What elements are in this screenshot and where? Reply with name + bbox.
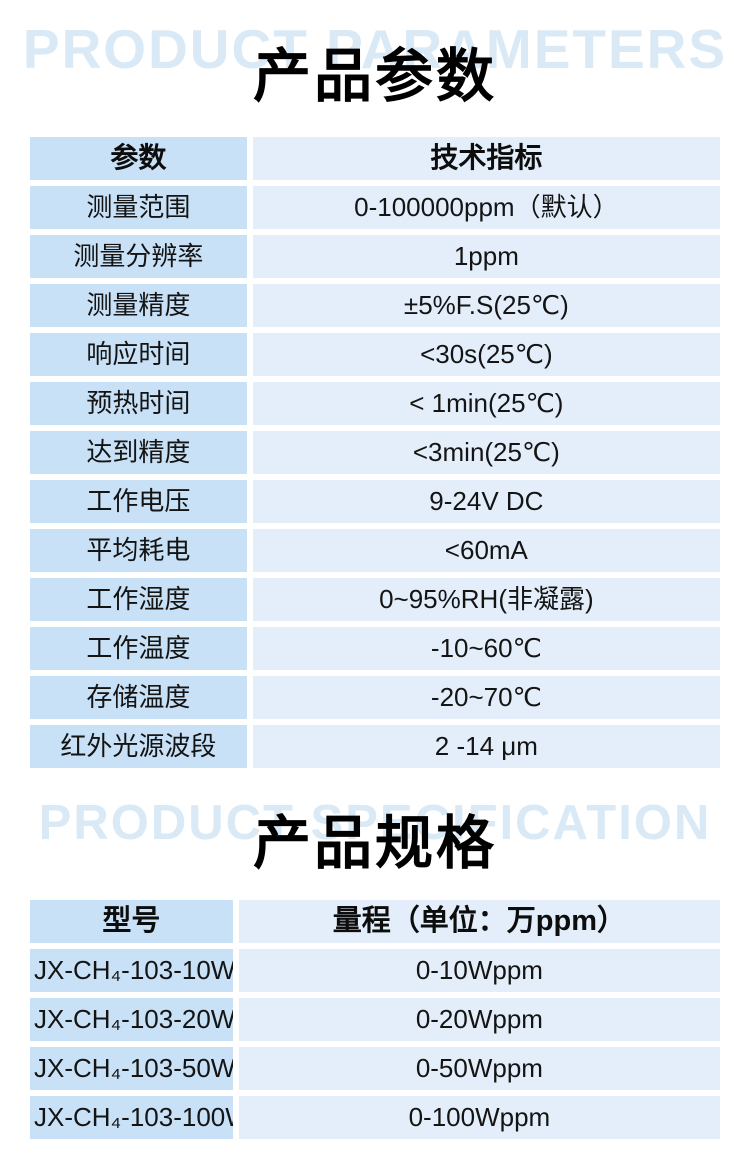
param-value-cell: < 1min(25℃) (249, 379, 723, 428)
section-title-parameters: 产品参数 (252, 44, 497, 106)
table-row: 达到精度 <3min(25℃) (27, 428, 723, 477)
table-row: JX-CH₄-103-20W 0-20Wppm (27, 995, 723, 1044)
table-row: JX-CH₄-103-50W 0-50Wppm (27, 1044, 723, 1093)
model-cell: JX-CH₄-103-50W (27, 1044, 236, 1093)
param-value-cell: <60mA (249, 526, 723, 575)
param-value-cell: 2 -14 μm (249, 722, 723, 771)
section-header-specification: PRODUCT SPECIFICATION 产品规格 (0, 771, 750, 873)
param-value-cell: 1ppm (249, 232, 723, 281)
param-name-cell: 达到精度 (27, 428, 250, 477)
param-value-cell: 0~95%RH(非凝露) (249, 575, 723, 624)
table-row: JX-CH₄-103-10W 0-10Wppm (27, 946, 723, 995)
param-name-cell: 工作温度 (27, 624, 250, 673)
model-cell: JX-CH₄-103-100W (27, 1093, 236, 1142)
model-cell: JX-CH₄-103-10W (27, 946, 236, 995)
column-header-parameter: 参数 (27, 134, 250, 183)
param-value-cell: <30s(25℃) (249, 330, 723, 379)
table-row: JX-CH₄-103-100W 0-100Wppm (27, 1093, 723, 1142)
param-name-cell: 预热时间 (27, 379, 250, 428)
param-value-cell: ±5%F.S(25℃) (249, 281, 723, 330)
range-cell: 0-50Wppm (235, 1044, 723, 1093)
table-row: 平均耗电 <60mA (27, 526, 723, 575)
table-row: 预热时间 < 1min(25℃) (27, 379, 723, 428)
param-name-cell: 红外光源波段 (27, 722, 250, 771)
column-header-model: 型号 (27, 897, 236, 946)
table-header-row: 型号 量程（单位：万ppm） (27, 897, 723, 946)
param-name-cell: 存储温度 (27, 673, 250, 722)
param-value-cell: -10~60℃ (249, 624, 723, 673)
section-title-specification: 产品规格 (252, 811, 497, 873)
param-value-cell: <3min(25℃) (249, 428, 723, 477)
range-cell: 0-20Wppm (235, 995, 723, 1044)
section-header-parameters: PRODUCT PARAMETERS 产品参数 (0, 0, 750, 106)
table-row: 工作电压 9-24V DC (27, 477, 723, 526)
table-row: 工作温度 -10~60℃ (27, 624, 723, 673)
range-cell: 0-100Wppm (235, 1093, 723, 1142)
column-header-range: 量程（单位：万ppm） (235, 897, 723, 946)
table-row: 红外光源波段 2 -14 μm (27, 722, 723, 771)
table-row: 响应时间 <30s(25℃) (27, 330, 723, 379)
table-row: 工作湿度 0~95%RH(非凝露) (27, 575, 723, 624)
param-name-cell: 测量精度 (27, 281, 250, 330)
param-name-cell: 平均耗电 (27, 526, 250, 575)
table-row: 测量范围 0-100000ppm（默认） (27, 183, 723, 232)
range-cell: 0-10Wppm (235, 946, 723, 995)
param-name-cell: 工作湿度 (27, 575, 250, 624)
param-name-cell: 响应时间 (27, 330, 250, 379)
parameters-table: 参数 技术指标 测量范围 0-100000ppm（默认） 测量分辨率 1ppm … (27, 134, 723, 771)
table-row: 测量分辨率 1ppm (27, 232, 723, 281)
model-cell: JX-CH₄-103-20W (27, 995, 236, 1044)
param-name-cell: 测量范围 (27, 183, 250, 232)
table-header-row: 参数 技术指标 (27, 134, 723, 183)
table-row: 存储温度 -20~70℃ (27, 673, 723, 722)
specification-table: 型号 量程（单位：万ppm） JX-CH₄-103-10W 0-10Wppm J… (27, 897, 723, 1142)
column-header-spec: 技术指标 (249, 134, 723, 183)
param-name-cell: 测量分辨率 (27, 232, 250, 281)
param-value-cell: 9-24V DC (249, 477, 723, 526)
param-value-cell: 0-100000ppm（默认） (249, 183, 723, 232)
param-name-cell: 工作电压 (27, 477, 250, 526)
table-row: 测量精度 ±5%F.S(25℃) (27, 281, 723, 330)
param-value-cell: -20~70℃ (249, 673, 723, 722)
